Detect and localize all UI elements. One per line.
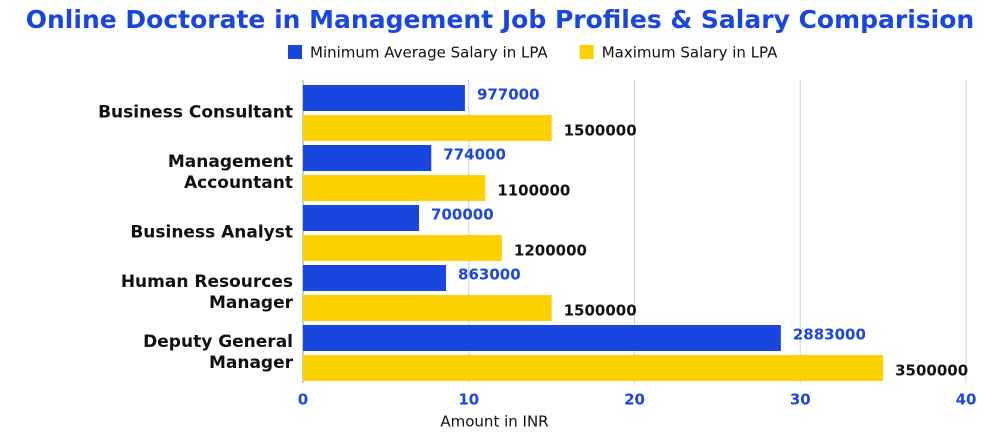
legend-swatch	[288, 45, 302, 59]
legend-swatch	[579, 45, 594, 59]
bar	[303, 355, 884, 381]
value-label: 1200000	[514, 242, 587, 260]
bar	[303, 265, 447, 291]
x-tick-label: 20	[624, 391, 645, 409]
x-tick-label: 0	[298, 391, 308, 409]
bar	[303, 115, 552, 141]
y-tick-label: Business Analyst	[130, 222, 293, 243]
x-tick-label: 40	[956, 391, 977, 409]
bar	[303, 85, 465, 111]
bar	[303, 235, 502, 261]
value-label: 774000	[443, 146, 506, 164]
value-label: 863000	[458, 266, 521, 284]
value-label: 1100000	[497, 182, 570, 200]
value-label: 1500000	[564, 302, 637, 320]
value-label: 700000	[431, 206, 494, 224]
y-tick-label: Human Resources Manager	[120, 272, 293, 313]
chart-title: Online Doctorate in Management Job Profi…	[26, 5, 974, 34]
legend-label: Maximum Salary in LPA	[602, 44, 778, 62]
bar	[303, 145, 432, 171]
value-label: 977000	[477, 86, 540, 104]
x-tick-label: 30	[790, 391, 811, 409]
bar	[303, 325, 781, 351]
bar	[303, 175, 486, 201]
value-label: 2883000	[793, 326, 866, 344]
legend-label: Minimum Average Salary in LPA	[310, 44, 548, 62]
bar	[303, 295, 552, 321]
bar	[303, 205, 420, 231]
y-tick-label: Business Consultant	[98, 102, 293, 123]
value-label: 3500000	[895, 362, 968, 380]
y-tick-label: Management Accountant	[167, 152, 293, 193]
x-tick-label: 10	[458, 391, 479, 409]
x-axis-label: Amount in INR	[440, 413, 548, 431]
y-tick-label: Deputy General Manager	[143, 332, 293, 373]
value-label: 1500000	[564, 122, 637, 140]
